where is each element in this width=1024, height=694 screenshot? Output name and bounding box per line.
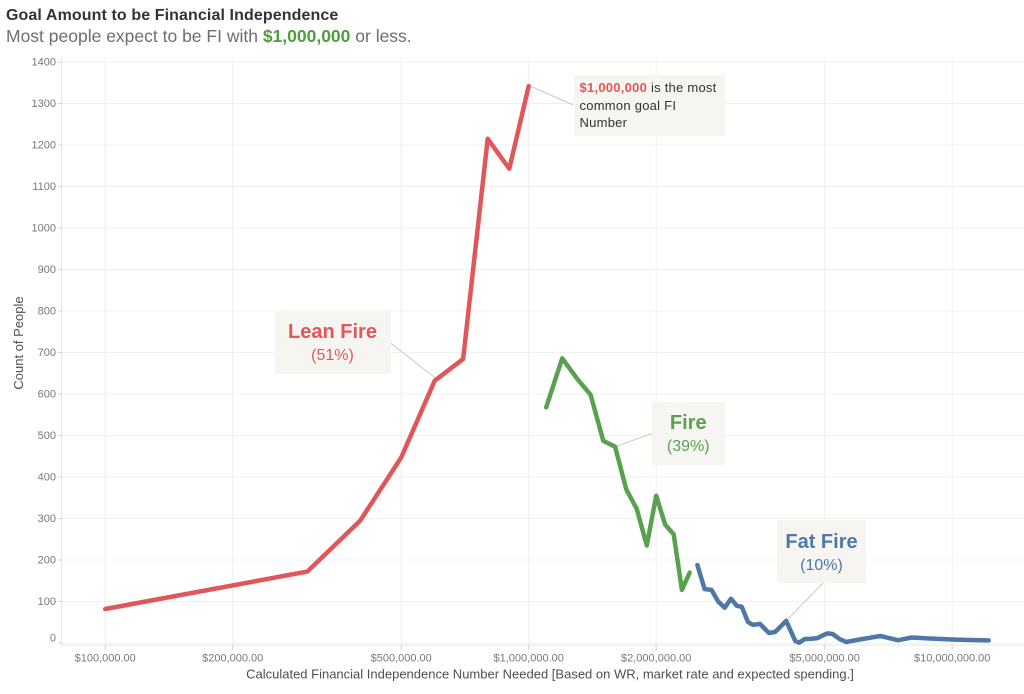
svg-text:$10,000,000.00: $10,000,000.00 bbox=[914, 653, 990, 665]
svg-text:Calculated Financial Independe: Calculated Financial Independence Number… bbox=[246, 667, 854, 682]
svg-text:$5,000,000.00: $5,000,000.00 bbox=[790, 653, 860, 665]
svg-text:$200,000.00: $200,000.00 bbox=[202, 653, 263, 665]
svg-text:1300: 1300 bbox=[32, 98, 56, 110]
svg-text:Count of People: Count of People bbox=[11, 296, 26, 389]
svg-text:100: 100 bbox=[38, 596, 56, 608]
svg-text:800: 800 bbox=[38, 306, 56, 318]
svg-text:$500,000.00: $500,000.00 bbox=[371, 653, 432, 665]
svg-text:400: 400 bbox=[38, 472, 56, 484]
svg-text:$100,000.00: $100,000.00 bbox=[75, 653, 136, 665]
svg-text:1400: 1400 bbox=[32, 57, 56, 69]
svg-text:900: 900 bbox=[38, 264, 56, 276]
svg-text:600: 600 bbox=[38, 389, 56, 401]
svg-text:1000: 1000 bbox=[32, 223, 56, 235]
svg-text:$2,000,000.00: $2,000,000.00 bbox=[621, 653, 691, 665]
svg-text:700: 700 bbox=[38, 347, 56, 359]
svg-text:0: 0 bbox=[50, 633, 56, 645]
svg-text:1200: 1200 bbox=[32, 140, 56, 152]
svg-text:500: 500 bbox=[38, 430, 56, 442]
svg-text:300: 300 bbox=[38, 513, 56, 525]
svg-text:1100: 1100 bbox=[32, 181, 56, 193]
svg-text:$1,000,000.00: $1,000,000.00 bbox=[494, 653, 564, 665]
svg-text:200: 200 bbox=[38, 555, 56, 567]
